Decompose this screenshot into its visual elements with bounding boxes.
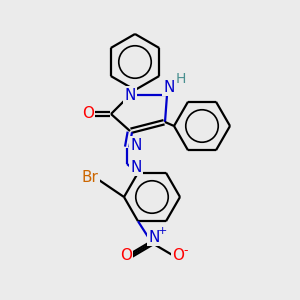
- Text: N: N: [148, 230, 160, 244]
- Text: N: N: [130, 137, 142, 152]
- Text: O: O: [172, 248, 184, 262]
- Text: H: H: [176, 72, 186, 86]
- Text: +: +: [157, 226, 167, 236]
- Text: O: O: [120, 248, 132, 262]
- Text: N: N: [163, 80, 175, 94]
- Text: Br: Br: [82, 169, 98, 184]
- Text: -: -: [184, 244, 188, 257]
- Text: N: N: [130, 160, 142, 175]
- Text: O: O: [82, 106, 94, 121]
- Text: N: N: [124, 88, 136, 103]
